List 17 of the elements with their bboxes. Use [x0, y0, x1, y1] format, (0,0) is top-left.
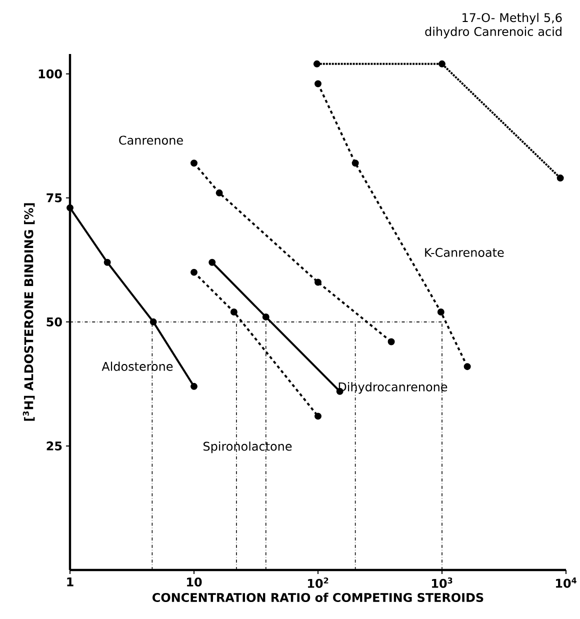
series-label: Canrenone [119, 136, 183, 145]
x-tick-label: 10 [187, 578, 202, 587]
y-tick-label: 25 [46, 441, 62, 450]
x-tick-label: 10$^{2}$ [308, 577, 328, 588]
x-tick-label: 1 [67, 578, 74, 586]
text: 17-O- Methyl 5,6 dihydro Canrenoic acid [425, 12, 562, 38]
series-label: Aldosterone [102, 362, 173, 371]
series-label: Dihydrocanrenone [338, 382, 448, 394]
text: Spironolactone [204, 442, 292, 454]
y-tick-label: 75 [46, 193, 62, 202]
y-tick-label: 50 [46, 317, 62, 326]
x-axis-title: CONCENTRATION RATIO of COMPETING STEROIDS [152, 592, 484, 602]
y-tick-label: 100 [38, 69, 62, 78]
y-axis-title: [$^{3}$H] ALDOSTERONE BINDING [%] [22, 203, 35, 421]
x-tick-label: 10$^{4}$ [556, 578, 576, 588]
x-tick-label: 10$^{3}$ [432, 577, 452, 588]
series-label: K-Canrenoate [425, 248, 504, 257]
